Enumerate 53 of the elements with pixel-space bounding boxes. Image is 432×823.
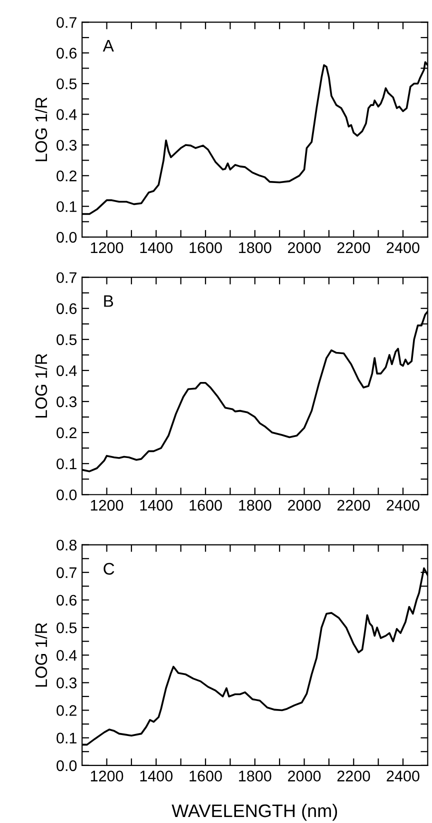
y-tick-label: 0.4	[56, 109, 77, 120]
y-tick-label: 0.8	[56, 540, 77, 551]
x-tick-label: 1600	[190, 242, 222, 254]
x-tick-label: 1600	[190, 500, 222, 511]
y-tick-label: 0.4	[56, 365, 77, 376]
y-tick-label: 0.3	[56, 678, 77, 688]
x-tick-label: 2000	[288, 242, 321, 254]
x-tick-label: 1200	[90, 242, 124, 254]
y-tick-label: 0.1	[56, 732, 76, 744]
annotation: B	[104, 295, 114, 307]
y-tick-label: 0.1	[56, 201, 76, 212]
x-axis-title: WAVELENGTH (nm)	[172, 804, 338, 821]
y-tick-label: 0.5	[56, 622, 77, 634]
x-tick-label: 2400	[386, 242, 420, 254]
y-tick-label: 0.5	[56, 78, 77, 90]
y-tick-label: 0.6	[56, 48, 77, 59]
y-tick-label: 0.3	[56, 140, 77, 151]
x-tick-label: 1400	[140, 500, 173, 511]
y-tick-label: 0.4	[56, 650, 77, 661]
y-tick-label: 0.2	[56, 170, 76, 182]
x-tick-label: 2000	[288, 500, 321, 511]
x-tick-label: 1800	[239, 770, 272, 782]
x-tick-label: 1600	[190, 770, 222, 782]
y-tick-label: 0.1	[56, 458, 76, 470]
y-tick-label: 0.5	[56, 334, 77, 346]
y-tick-label: 0.6	[56, 594, 77, 606]
x-tick-label: 1200	[90, 500, 124, 511]
x-tick-label: 1800	[239, 242, 272, 254]
y-tick-label: 0.2	[56, 705, 76, 716]
x-tick-label: 2400	[386, 770, 420, 782]
y-tick-label: 0.0	[56, 760, 77, 772]
x-tick-label: 2400	[386, 500, 420, 511]
x-tick-label: 2200	[337, 770, 370, 782]
x-tick-label: 2200	[337, 500, 370, 511]
y-tick-label: 0.7	[56, 567, 76, 578]
x-tick-label: 1800	[239, 500, 272, 511]
y-tick-label: 0.7	[56, 17, 76, 28]
y-tick-label: 0.2	[56, 427, 76, 438]
y-axis-title: LOG 1/R	[34, 98, 48, 162]
x-tick-label: 2000	[288, 770, 321, 782]
x-tick-label: 1200	[90, 770, 124, 782]
x-tick-label: 2200	[337, 242, 370, 254]
annotation: A	[102, 40, 114, 52]
y-axis-title: LOG 1/R	[34, 623, 48, 687]
y-tick-label: 0.0	[56, 489, 77, 500]
y-tick-label: 0.7	[56, 272, 76, 284]
x-tick-label: 1400	[140, 770, 173, 782]
x-tick-label: 1400	[140, 242, 173, 254]
y-axis-title: LOG 1/R	[34, 354, 48, 418]
y-tick-label: 0.0	[56, 232, 77, 243]
y-tick-label: 0.3	[56, 396, 77, 408]
y-tick-label: 0.6	[56, 303, 77, 314]
annotation: C	[104, 562, 114, 575]
